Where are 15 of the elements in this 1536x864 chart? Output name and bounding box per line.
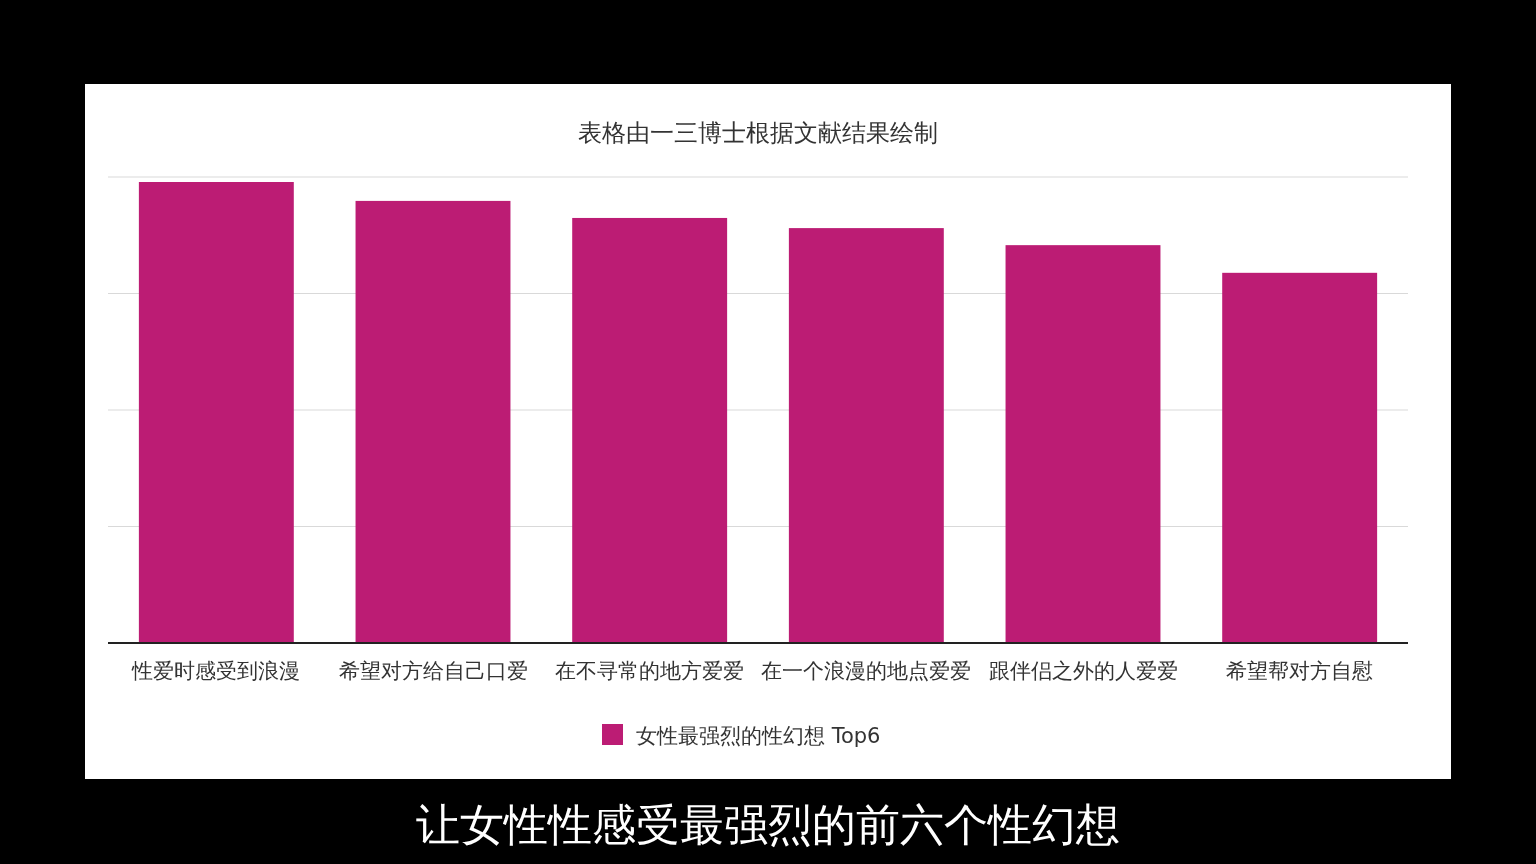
- x-tick-label: 跟伴侣之外的人爱爱: [988, 659, 1178, 683]
- bar: [572, 217, 728, 643]
- x-tick-label: 希望帮对方自慰: [1226, 659, 1374, 683]
- bar: [1222, 272, 1378, 643]
- bar: [355, 200, 511, 643]
- x-tick-label: 在不寻常的地方爱爱: [555, 659, 745, 683]
- x-tick-label: 性爱时感受到浪漫: [131, 659, 301, 683]
- bar: [1005, 245, 1161, 643]
- bar: [138, 182, 294, 643]
- x-tick-label: 在一个浪漫的地点爱爱: [761, 659, 972, 683]
- x-tick-label: 希望对方给自己口爱: [338, 659, 528, 683]
- text: 让女性性感受最强烈的前六个性幻想: [416, 799, 1120, 850]
- legend-label: 女性最强烈的性幻想 Top6: [636, 724, 881, 748]
- chart-title: 表格由一三博士根据文献结果绘制: [578, 119, 938, 147]
- bar: [788, 228, 944, 643]
